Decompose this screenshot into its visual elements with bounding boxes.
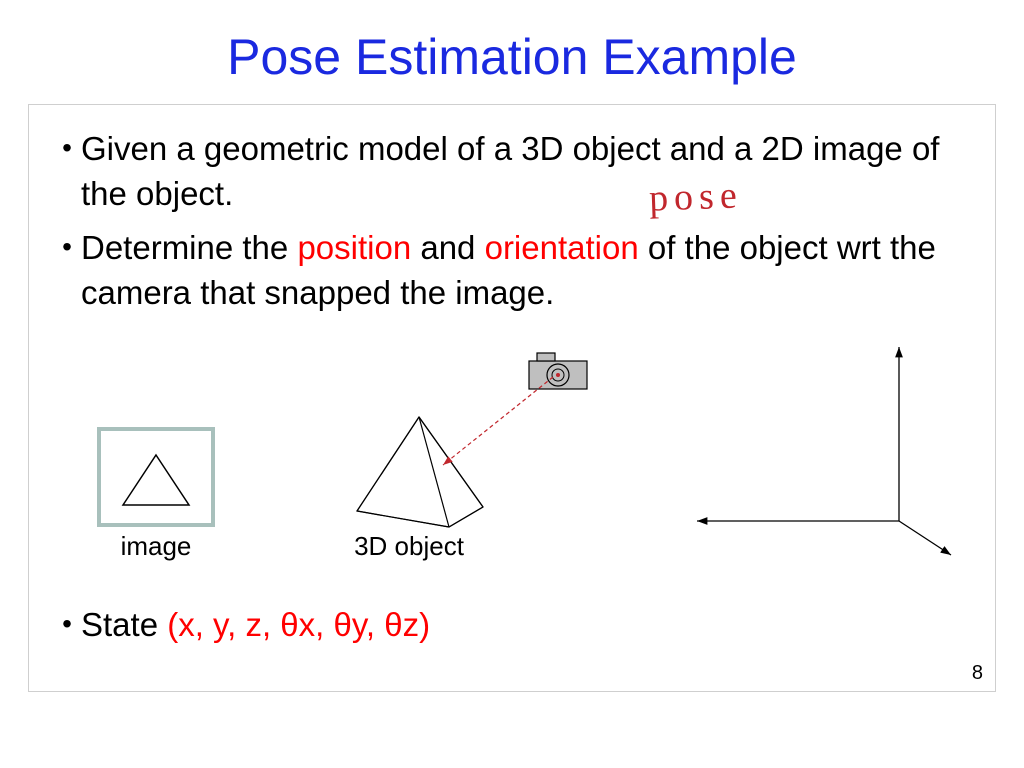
- slide-title: Pose Estimation Example: [28, 28, 996, 86]
- bullet-text: State (x, y, z, θx, θy, θz): [81, 603, 971, 648]
- bullet-dot: •: [53, 603, 81, 645]
- bullet-3-pre: State: [81, 606, 167, 643]
- bullet-3-state-vector: (x, y, z, θx, θy, θz): [167, 606, 430, 643]
- content-box: • Given a geometric model of a 3D object…: [28, 104, 996, 692]
- bullet-3: • State (x, y, z, θx, θy, θz): [53, 603, 971, 648]
- page-number: 8: [972, 662, 983, 685]
- slide: Pose Estimation Example • Given a geomet…: [0, 0, 1024, 768]
- coordinate-axes: [29, 105, 969, 665]
